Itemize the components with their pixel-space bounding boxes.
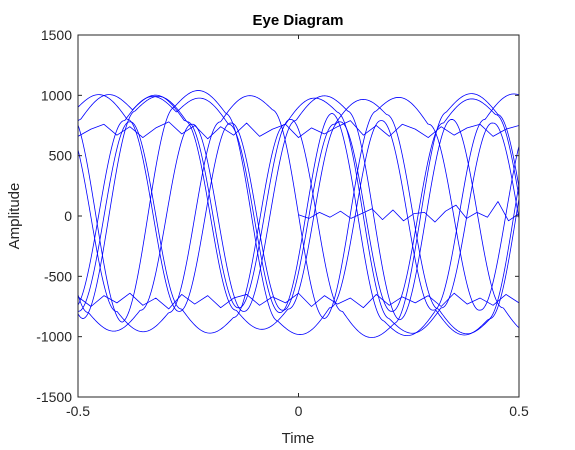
- eye-trace: [78, 94, 519, 330]
- y-axis-label: Amplitude: [6, 183, 23, 250]
- eye-trace: [78, 96, 519, 337]
- x-tick-label: 0.5: [509, 403, 529, 419]
- y-tick-label: 0: [64, 208, 72, 224]
- eye-trace: [78, 93, 519, 338]
- y-tick-label: 1500: [41, 27, 72, 43]
- eye-trace: [78, 94, 519, 335]
- traces: [78, 90, 519, 338]
- x-axis-label: Time: [282, 430, 315, 447]
- eye-trace: [78, 97, 519, 334]
- flat-trace: [78, 292, 519, 310]
- eye-trace: [78, 95, 519, 333]
- x-tick-label: 0: [295, 403, 303, 419]
- flat-trace: [78, 120, 519, 140]
- y-tick-label: -500: [44, 268, 72, 284]
- flat-trace: [298, 201, 519, 223]
- y-tick-label: -1500: [36, 389, 72, 405]
- y-tick-label: -1000: [36, 329, 72, 345]
- chart-title: Eye Diagram: [253, 12, 344, 29]
- eye-trace: [78, 95, 519, 332]
- x-tick-label: -0.5: [66, 403, 90, 419]
- axis-ticks: -0.5 0 0.5 -1500 -1000 -500 0 500 1000 1500: [36, 27, 529, 419]
- y-tick-label: 1000: [41, 87, 72, 103]
- y-tick-label: 500: [49, 148, 73, 164]
